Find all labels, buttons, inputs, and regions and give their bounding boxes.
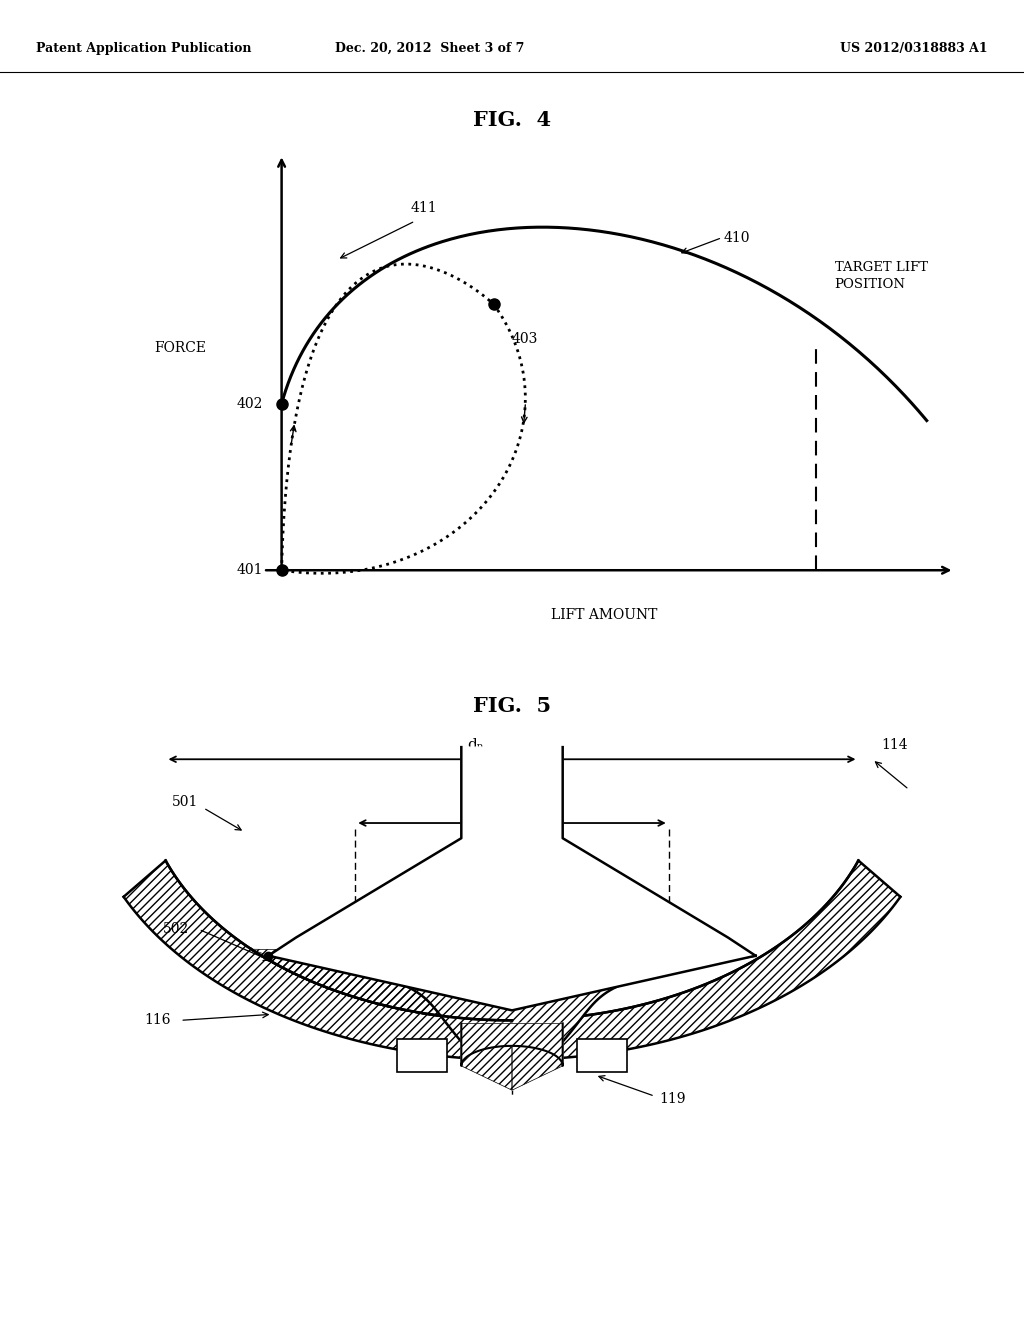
Text: Patent Application Publication: Patent Application Publication: [36, 41, 251, 54]
Text: LIFT AMOUNT: LIFT AMOUNT: [551, 607, 657, 622]
Text: 501: 501: [172, 795, 199, 809]
Text: 403: 403: [512, 331, 539, 346]
Polygon shape: [251, 949, 512, 1090]
Text: Dec. 20, 2012  Sheet 3 of 7: Dec. 20, 2012 Sheet 3 of 7: [336, 41, 524, 54]
Text: US 2012/0318883 A1: US 2012/0318883 A1: [840, 41, 987, 54]
Text: FORCE: FORCE: [155, 342, 206, 355]
Text: FIG.  5: FIG. 5: [473, 696, 551, 715]
Text: 401: 401: [237, 564, 263, 577]
Polygon shape: [268, 747, 756, 1010]
Polygon shape: [397, 1039, 447, 1072]
Text: 410: 410: [724, 231, 751, 244]
Text: 116: 116: [144, 1014, 171, 1027]
Text: 411: 411: [411, 202, 437, 215]
Polygon shape: [124, 861, 512, 1060]
Text: dₛ: dₛ: [523, 801, 538, 816]
Text: 114: 114: [882, 738, 908, 752]
Polygon shape: [251, 949, 756, 1090]
Polygon shape: [462, 1023, 563, 1067]
Polygon shape: [512, 861, 900, 1060]
Text: dₚ: dₚ: [467, 738, 483, 752]
Polygon shape: [577, 1039, 628, 1072]
Text: 502: 502: [163, 923, 189, 936]
Text: TARGET LIFT
POSITION: TARGET LIFT POSITION: [835, 261, 928, 292]
Text: 119: 119: [659, 1092, 686, 1106]
Text: FIG.  4: FIG. 4: [473, 110, 551, 131]
Text: 402: 402: [237, 397, 263, 411]
